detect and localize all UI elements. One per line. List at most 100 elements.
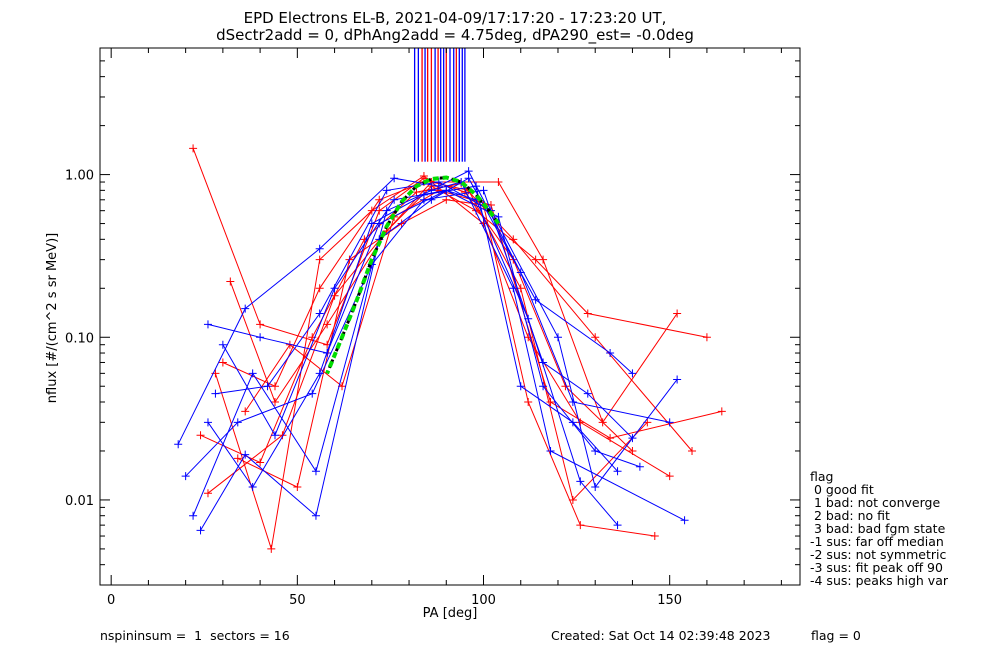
data-point-marker — [494, 178, 503, 187]
legend-entry: -1 sus: far off median — [810, 534, 944, 549]
data-point-marker — [613, 467, 622, 476]
data-point-marker — [568, 397, 577, 406]
data-point-marker — [241, 407, 250, 416]
data-point-marker — [665, 418, 674, 427]
chart-title-line-2: dSectr2add = 0, dPhAng2add = 4.75deg, dP… — [216, 26, 694, 45]
chart-title-line-1: EPD Electrons EL-B, 2021-04-09/17:17:20 … — [244, 9, 667, 27]
data-point-marker — [196, 526, 205, 535]
data-point-marker — [606, 434, 615, 443]
legend-entry: 2 bad: no fit — [810, 508, 890, 523]
x-tick-label: 150 — [657, 593, 682, 608]
data-point-marker — [606, 349, 615, 358]
y-tick-label: 0.01 — [65, 494, 94, 509]
data-point-marker — [203, 418, 212, 427]
data-point-marker — [241, 304, 250, 313]
data-point-marker — [323, 320, 332, 329]
data-point-marker — [375, 219, 384, 228]
data-point-marker — [256, 320, 265, 329]
data-point-marker — [673, 309, 682, 318]
data-point-marker — [267, 544, 276, 553]
data-point-marker — [673, 375, 682, 384]
data-point-marker — [539, 358, 548, 367]
data-point-marker — [516, 382, 525, 391]
data-point-marker — [315, 255, 324, 264]
data-point-marker — [211, 389, 220, 398]
data-point-marker — [531, 295, 540, 304]
data-point-marker — [248, 483, 257, 492]
data-point-marker — [628, 369, 637, 378]
data-point-marker — [189, 511, 198, 520]
data-point-marker — [509, 235, 518, 244]
data-point-marker — [516, 284, 525, 293]
data-point-marker — [717, 407, 726, 416]
legend: flag 0 good fit 1 bad: not converge 2 ba… — [810, 469, 949, 588]
data-point-marker — [315, 369, 324, 378]
data-point-marker — [412, 188, 421, 197]
data-point-marker — [218, 340, 227, 349]
y-tick-label: 1.00 — [65, 169, 94, 184]
data-point-marker — [546, 446, 555, 455]
data-point-marker — [390, 195, 399, 204]
y-axis-title: nflux [#/(cm^2 s sr MeV)] — [45, 233, 60, 403]
data-point-marker — [591, 333, 600, 342]
data-point-marker — [390, 174, 399, 183]
data-point-marker — [531, 255, 540, 264]
data-point-marker — [583, 389, 592, 398]
data-point-marker — [576, 521, 585, 530]
x-axis-title: PA [deg] — [423, 606, 478, 621]
data-point-marker — [568, 418, 577, 427]
legend-entry: 0 good fit — [810, 482, 874, 497]
series-layer — [174, 144, 726, 553]
data-point-marker — [203, 489, 212, 498]
footer-created: Created: Sat Oct 14 02:39:48 2023 — [551, 628, 771, 643]
data-point-marker — [311, 467, 320, 476]
data-point-marker — [472, 182, 481, 191]
data-point-marker — [553, 333, 562, 342]
data-point-marker — [546, 397, 555, 406]
data-point-marker — [539, 255, 548, 264]
data-point-marker — [315, 284, 324, 293]
data-point-marker — [330, 284, 339, 293]
legend-entry: 1 bad: not converge — [810, 495, 940, 510]
data-point-marker — [479, 186, 488, 195]
data-point-marker — [680, 516, 689, 525]
data-point-marker — [539, 382, 548, 391]
data-point-marker — [464, 167, 473, 176]
data-point-marker — [271, 431, 279, 440]
x-tick-label: 100 — [471, 593, 496, 608]
data-point-marker — [248, 369, 257, 378]
series-red — [203, 182, 711, 498]
data-point-marker — [271, 397, 279, 406]
data-point-marker — [278, 431, 287, 440]
data-point-marker — [293, 483, 302, 492]
fit-curve — [325, 175, 501, 375]
plot-frame — [99, 47, 801, 586]
data-point-marker — [189, 144, 198, 153]
data-point-marker — [524, 397, 533, 406]
data-point-marker — [650, 532, 659, 541]
x-tick-label: 0 — [107, 593, 115, 608]
data-point-marker — [576, 477, 585, 486]
plot-area — [174, 48, 726, 553]
data-point-marker — [382, 186, 391, 195]
series-red — [233, 195, 659, 541]
data-point-marker — [591, 446, 600, 455]
data-point-marker — [665, 472, 674, 481]
data-point-marker — [308, 389, 317, 398]
legend-title: flag — [810, 469, 833, 484]
data-point-marker — [174, 440, 183, 449]
data-point-marker — [702, 333, 711, 342]
data-point-marker — [271, 382, 279, 391]
legend-entry: -2 sus: not symmetric — [810, 547, 946, 562]
data-point-marker — [315, 309, 324, 318]
data-point-marker — [583, 309, 592, 318]
data-point-marker — [568, 495, 577, 504]
legend-entry: 3 bad: bad fgm state — [810, 521, 946, 536]
series-blue — [196, 174, 637, 535]
data-point-marker — [494, 212, 503, 221]
footer-flag: flag = 0 — [811, 628, 861, 643]
legend-entries: 0 good fit 1 bad: not converge 2 bad: no… — [810, 482, 949, 588]
data-point-marker — [442, 195, 451, 204]
